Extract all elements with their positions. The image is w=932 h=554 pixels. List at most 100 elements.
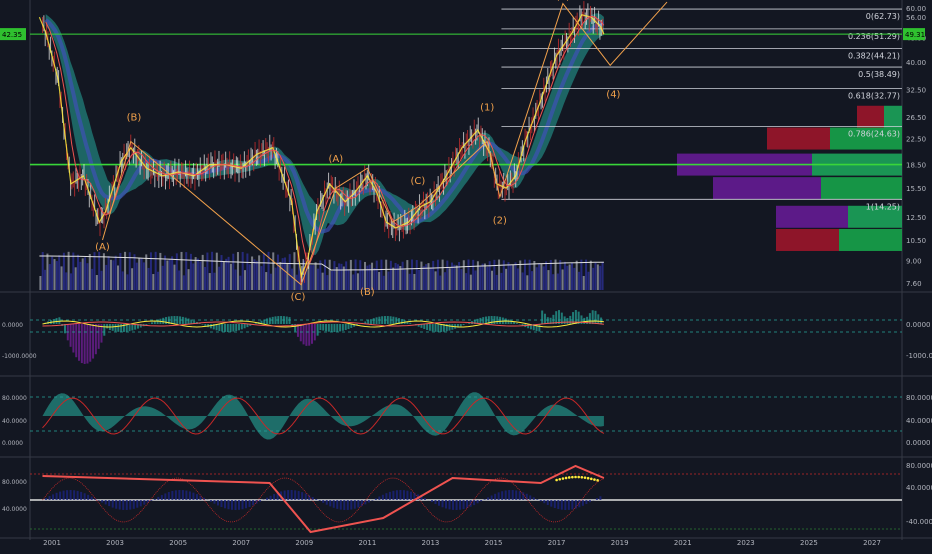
- volume-bar: [523, 259, 526, 290]
- fibonacci-retracement[interactable]: 0(62.73) 0.236(51.29) 0.382(44.21) 0.5(38.4…: [501, 8, 902, 211]
- osc3-signal-dot: [596, 479, 599, 482]
- volume-bar: [389, 260, 392, 290]
- volume-bar: [387, 271, 390, 290]
- ma-ribbon-blue: [44, 18, 604, 234]
- volume-bar: [559, 260, 562, 290]
- time-axis-tick: 2011: [358, 539, 376, 547]
- volume-bar: [509, 265, 512, 290]
- volume-bar: [342, 266, 345, 290]
- volume-bar: [265, 272, 268, 290]
- volume-bar: [422, 266, 425, 290]
- volume-bar: [274, 267, 277, 290]
- volume-bar: [566, 265, 569, 290]
- osc3-signal-dot: [561, 477, 565, 480]
- price-axis-tick: 26.50: [906, 114, 926, 122]
- volume-bar: [568, 264, 571, 290]
- volume-bar: [281, 258, 284, 290]
- volume-bar: [458, 262, 461, 290]
- volume-bar: [227, 256, 230, 290]
- osc3-signal-dot: [583, 476, 587, 479]
- volume-bar: [119, 253, 122, 290]
- volume-bar: [455, 265, 458, 290]
- volume-bar: [446, 260, 449, 290]
- volume-bar: [349, 259, 352, 290]
- volume-bar: [411, 259, 414, 290]
- volume-bar: [472, 259, 475, 290]
- time-axis-tick: 2013: [422, 539, 440, 547]
- volume-bar: [239, 275, 242, 290]
- volume-bar: [156, 271, 159, 290]
- volume-bar: [222, 261, 225, 290]
- volume-bar: [324, 259, 327, 290]
- volume-bar: [378, 272, 381, 290]
- osc3-signal-dot: [574, 475, 577, 479]
- wave-label: (B): [360, 287, 375, 298]
- volume-bar: [81, 258, 84, 290]
- volume-bar: [135, 262, 138, 290]
- wave-label: (C): [291, 292, 306, 303]
- stochastic-pane: 80.0000 40.0000 -40.0000 80.0000 40.0000: [2, 462, 932, 534]
- volume-bar: [161, 265, 164, 290]
- volume-bar: [62, 252, 65, 290]
- volume-bar: [385, 259, 388, 290]
- volume-bar: [121, 271, 124, 290]
- volume-bar: [131, 268, 134, 290]
- volume-bar: [507, 262, 510, 290]
- volume-bar: [547, 270, 550, 290]
- volume-bar: [260, 266, 263, 290]
- fib-level-label: 0.382(44.21): [848, 52, 900, 61]
- volume-bar: [53, 259, 56, 290]
- fib-level-label: 0.5(38.49): [858, 70, 900, 79]
- time-axis-tick: 2017: [548, 539, 566, 547]
- volume-bar: [549, 259, 552, 290]
- volume-bar: [453, 264, 456, 290]
- time-axis-tick: 2025: [800, 539, 818, 547]
- volume-bar: [93, 252, 96, 290]
- volume-bar: [570, 262, 573, 290]
- volume-bar: [427, 263, 430, 290]
- volume-bar: [196, 258, 199, 290]
- time-axis-tick: 2007: [232, 539, 250, 547]
- elliott-wave-path[interactable]: (A) (B) (C) (A) (B) (C) (1) (2) (3) (4): [95, 0, 668, 303]
- volume-bar: [232, 253, 235, 290]
- volume-bar: [279, 262, 282, 290]
- volume-bar: [467, 259, 470, 290]
- wave-label: (1): [480, 102, 494, 113]
- volume-bar: [234, 269, 237, 290]
- volume-bar: [361, 269, 364, 290]
- volume-bar: [114, 255, 117, 290]
- volume-bar: [356, 273, 359, 290]
- momentum-pane: 80.0000 80.0000 40.0000 40.0000 0.0000 0.0000: [2, 392, 932, 447]
- volume-bar: [84, 257, 87, 290]
- volume-bar: [48, 264, 51, 290]
- volume-bar: [443, 272, 446, 290]
- volume-bar: [185, 252, 188, 290]
- volume-bar: [182, 275, 185, 290]
- volume-bar: [439, 275, 442, 290]
- volume-bar: [354, 259, 357, 290]
- volume-bar: [175, 253, 178, 290]
- volume-bar: [309, 265, 312, 290]
- volume-bar: [495, 274, 498, 290]
- volume-bar: [500, 272, 503, 290]
- price-axis-tick: 56.00: [906, 14, 926, 22]
- volume-bar: [587, 271, 590, 290]
- wave-label: (B): [127, 113, 142, 124]
- osc2-left-tick: 0.0000: [2, 440, 23, 447]
- volume-bar: [512, 264, 515, 290]
- osc3-signal-dot: [558, 477, 562, 481]
- volume-bar: [554, 259, 557, 290]
- volume-bar: [448, 268, 451, 290]
- volume-bar: [98, 251, 101, 290]
- price-series: [38, 1, 605, 285]
- volume-bar: [41, 252, 44, 290]
- wave-path-line[interactable]: [102, 1, 668, 286]
- volume-bar: [152, 274, 155, 290]
- volume-bar: [373, 268, 376, 290]
- volume-bar: [486, 266, 489, 290]
- momentum-signal-line: [42, 397, 605, 435]
- time-axis-tick: 2027: [863, 539, 881, 547]
- volume-bar: [340, 263, 343, 290]
- volume-bar: [112, 260, 115, 290]
